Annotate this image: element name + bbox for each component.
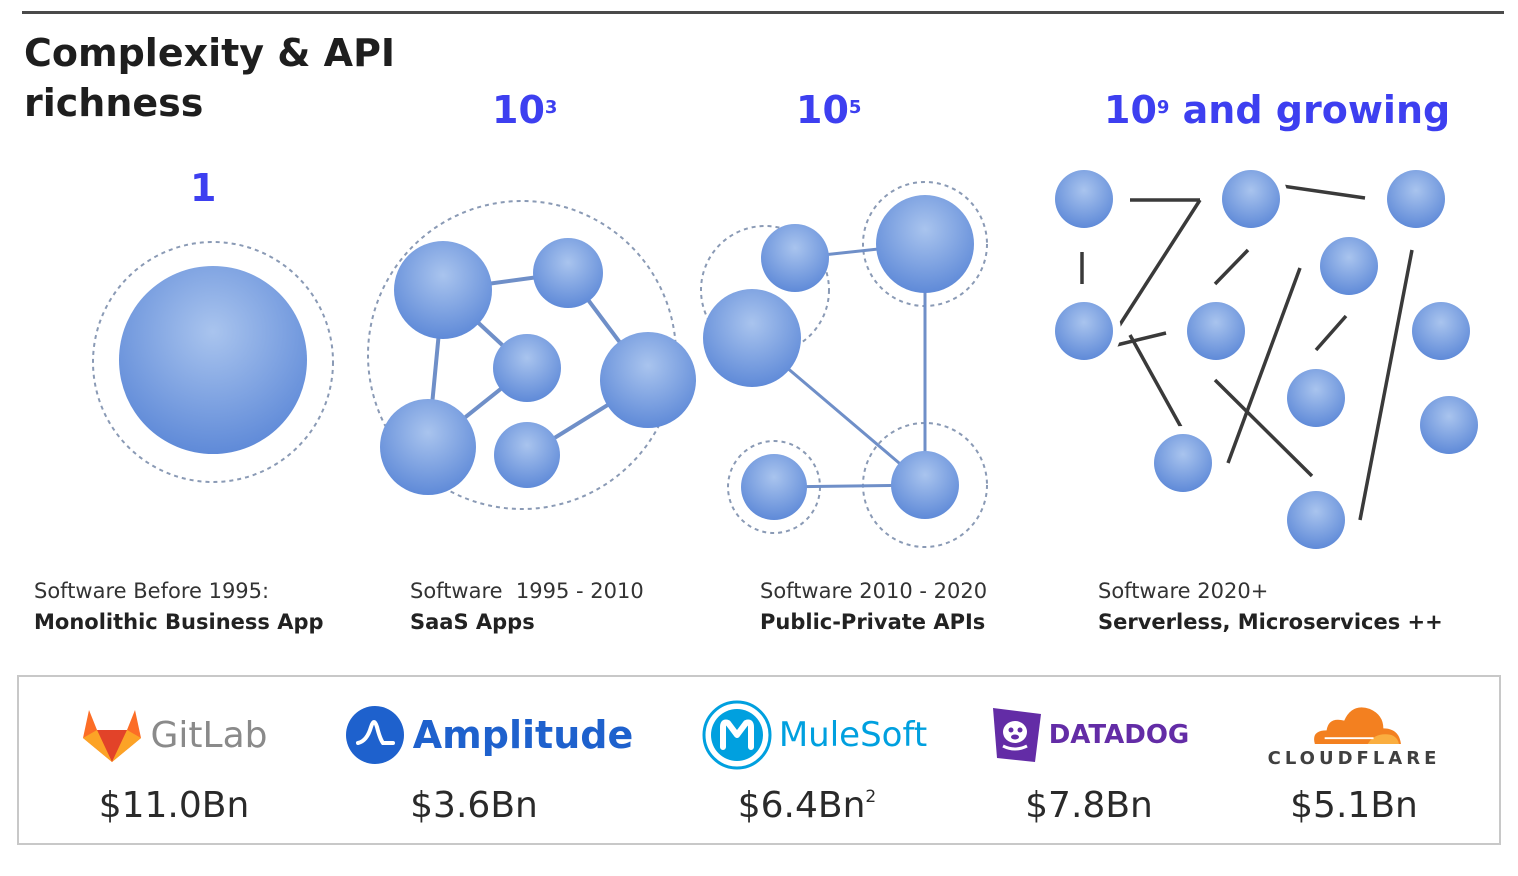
microservice-nodes — [1047, 162, 1486, 557]
microservice-node — [1312, 229, 1386, 303]
saas-node — [533, 238, 603, 308]
saas-node — [494, 422, 560, 488]
company-name: CLOUDFLARE — [1267, 748, 1441, 769]
api-node — [761, 224, 829, 292]
saas-node — [493, 334, 561, 402]
top-divider — [22, 11, 1504, 14]
microservice-node — [1412, 388, 1486, 462]
company-valuation: $11.0Bn — [98, 785, 250, 826]
company-cloudflare: CLOUDFLARE $5.1Bn — [1244, 677, 1464, 843]
company-valuation: $7.8Bn — [1025, 785, 1153, 826]
saas-node — [394, 241, 492, 339]
company-gitlab: GitLab $11.0Bn — [49, 677, 299, 843]
company-name: Amplitude — [412, 713, 634, 757]
monolith-cluster — [92, 241, 334, 483]
api-node — [703, 289, 801, 387]
company-amplitude: Amplitude $3.6Bn — [339, 677, 639, 843]
page-title: Complexity & API richness — [24, 31, 396, 125]
scale-label-3: 105 — [796, 88, 862, 132]
stage-caption-2: Software 1995 - 2010 SaaS Apps — [410, 576, 644, 638]
company-valuation: $6.4Bn2 — [737, 785, 877, 826]
api-node — [741, 454, 807, 520]
company-mulesoft: MuleSoft $6.4Bn2 — [679, 677, 949, 843]
company-valuations-panel: GitLab $11.0Bn Amplitude $3.6Bn MuleSoft… — [17, 675, 1501, 845]
api-node — [876, 195, 974, 293]
architecture-evolution-diagram — [92, 162, 1486, 557]
amplitude-logo-icon — [345, 706, 404, 764]
scale-label-2: 103 — [492, 88, 558, 132]
microservice-node — [1047, 162, 1121, 236]
saas-node — [380, 399, 476, 495]
api-cluster — [700, 181, 988, 548]
company-name: MuleSoft — [778, 715, 928, 755]
microservice-node — [1379, 162, 1453, 236]
company-valuation: $3.6Bn — [410, 785, 538, 826]
scale-label-1: 1 — [190, 166, 217, 210]
caption-period: Software 1995 - 2010 — [410, 579, 644, 603]
cloudflare-logo-icon — [1314, 707, 1401, 745]
caption-period: Software 2020+ — [1098, 579, 1269, 603]
company-datadog: DATADOG $7.8Bn — [984, 677, 1194, 843]
caption-period: Software 2010 - 2020 — [760, 579, 988, 603]
microservice-node — [1047, 294, 1121, 368]
stage-caption-3: Software 2010 - 2020 Public-Private APIs — [760, 576, 987, 638]
microservice-node — [1279, 361, 1353, 435]
company-valuation: $5.1Bn — [1290, 785, 1418, 826]
microservices-edges — [1080, 182, 1414, 521]
caption-architecture: Public-Private APIs — [760, 610, 986, 634]
datadog-logo-icon — [992, 708, 1041, 762]
saas-node — [600, 332, 696, 428]
microservice-node — [1146, 426, 1220, 500]
microservice-node — [1404, 294, 1478, 368]
caption-architecture: Serverless, Microservices ++ — [1098, 610, 1443, 634]
microservice-node — [1179, 294, 1253, 368]
company-name: DATADOG — [1048, 720, 1190, 750]
caption-architecture: SaaS Apps — [410, 610, 535, 634]
stage-caption-1: Software Before 1995: Monolithic Busines… — [34, 576, 324, 638]
scale-label-4: 109 and growing — [1104, 88, 1451, 132]
saas-cluster — [367, 200, 696, 510]
api-node — [891, 451, 959, 519]
caption-architecture: Monolithic Business App — [34, 610, 324, 634]
stage-caption-4: Software 2020+ Serverless, Microservices… — [1098, 576, 1443, 638]
microservice-node — [1214, 162, 1288, 236]
gitlab-logo-icon — [82, 710, 141, 762]
mulesoft-logo-icon — [702, 700, 772, 770]
company-name: GitLab — [150, 714, 268, 756]
microservice-node — [1279, 483, 1353, 557]
microservices-cluster — [1047, 162, 1486, 557]
monolith-node — [119, 266, 307, 454]
caption-period: Software Before 1995: — [34, 579, 270, 603]
